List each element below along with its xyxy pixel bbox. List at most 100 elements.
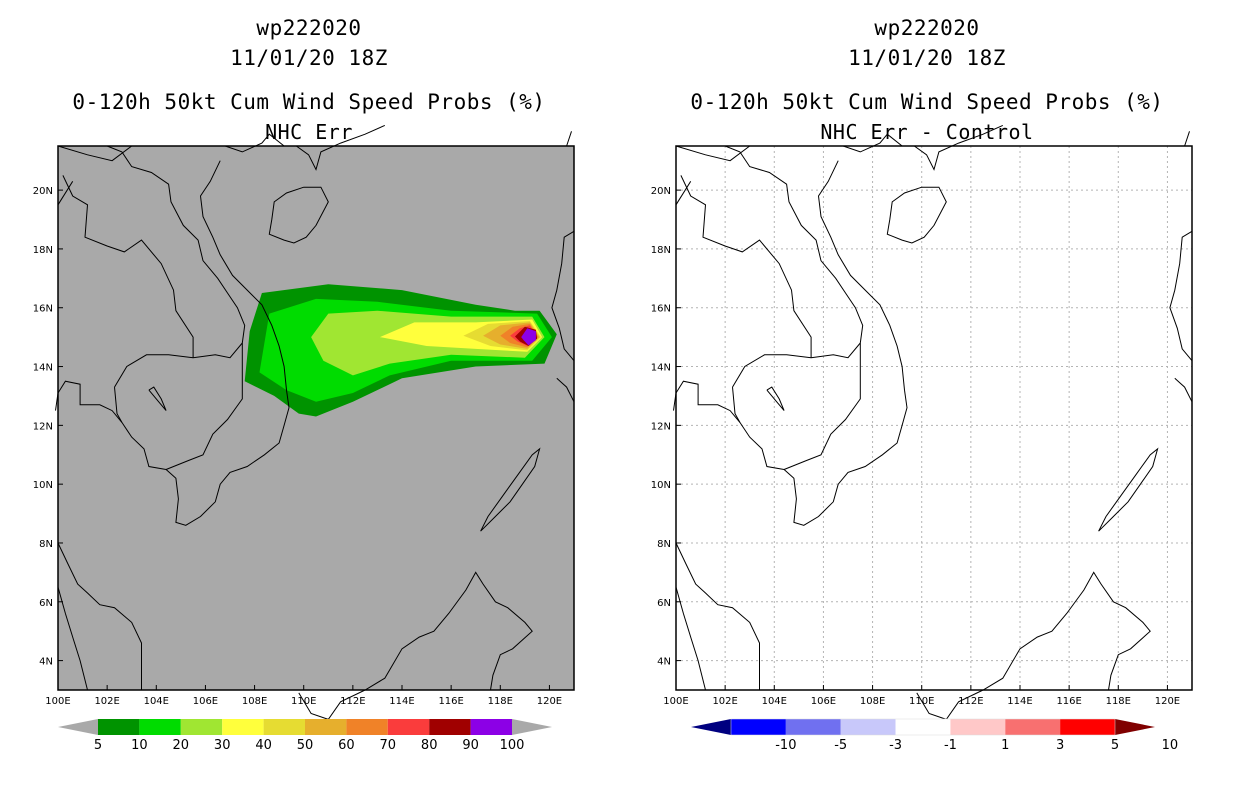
colorbar-label: 50 <box>297 738 314 753</box>
colorbar-label: 40 <box>255 738 272 753</box>
country-border <box>724 145 864 344</box>
colorbar-label: 10 <box>1162 738 1179 753</box>
x-tick-label: 108E <box>860 696 885 707</box>
x-tick-label: 120E <box>1155 696 1180 707</box>
colorbar-label: 30 <box>214 738 231 753</box>
colorbar-swatch <box>387 719 430 735</box>
coastline <box>551 230 575 362</box>
coastline <box>673 380 785 470</box>
colorbar-end-high <box>512 719 552 735</box>
colorbar-label: 20 <box>173 738 190 753</box>
coastline <box>556 377 575 403</box>
coastline <box>842 124 1004 171</box>
colorbar-swatch <box>950 719 1006 735</box>
coastline <box>57 145 132 162</box>
coastline <box>1184 131 1190 147</box>
colorbar-label: 80 <box>421 738 438 753</box>
colorbar-swatch <box>305 719 347 735</box>
coastline <box>1169 230 1193 362</box>
coastline <box>566 131 572 147</box>
country-border <box>675 181 692 206</box>
colorbar-label: -5 <box>834 738 847 753</box>
y-tick-label: 14N <box>651 363 671 374</box>
colorbar-label: 10 <box>131 738 148 753</box>
coastline <box>1174 377 1193 403</box>
x-tick-label: 110E <box>291 696 316 707</box>
colorbar-swatch <box>731 719 786 735</box>
x-tick-label: 118E <box>1106 696 1131 707</box>
coastline <box>1098 447 1159 532</box>
coastline <box>57 542 142 690</box>
x-tick-label: 116E <box>1056 696 1081 707</box>
y-tick-label: 12N <box>651 421 671 432</box>
x-tick-label: 116E <box>438 696 463 707</box>
coastline <box>268 186 329 244</box>
plot-title: 0-120h 50kt Cum Wind Speed Probs (%) <box>72 90 546 114</box>
datetime: 11/01/20 18Z <box>848 46 1006 70</box>
country-border <box>62 175 194 358</box>
plot-subtitle: NHC Err <box>265 120 353 144</box>
colorbar-end-low <box>691 719 731 735</box>
y-tick-label: 6N <box>657 598 671 609</box>
colorbar-label: 60 <box>338 738 355 753</box>
y-tick-label: 4N <box>657 657 671 668</box>
country-border <box>732 387 741 423</box>
x-tick-label: 102E <box>94 696 119 707</box>
country-border <box>106 145 246 344</box>
country-border <box>114 387 123 423</box>
y-tick-label: 14N <box>33 363 53 374</box>
colorbar-swatch <box>180 719 223 735</box>
panel-nhc-err-control: wp222020 11/01/20 18Z 0-120h 50kt Cum Wi… <box>618 0 1236 800</box>
map-frame <box>57 145 575 691</box>
coastline <box>55 380 167 470</box>
colorbar-swatch <box>1060 719 1115 735</box>
x-tick-label: 118E <box>488 696 513 707</box>
lake-outline <box>148 386 167 411</box>
y-tick-label: 8N <box>39 539 53 550</box>
x-tick-label: 112E <box>958 696 983 707</box>
x-tick-label: 104E <box>144 696 169 707</box>
coastline <box>916 571 1151 720</box>
y-tick-label: 18N <box>651 245 671 256</box>
country-border <box>783 343 861 470</box>
colorbar-label: 70 <box>380 738 397 753</box>
x-tick-label: 106E <box>193 696 218 707</box>
y-tick-label: 10N <box>33 480 53 491</box>
colorbar-label: -3 <box>889 738 902 753</box>
map-background <box>676 146 1192 690</box>
colorbar-label: 1 <box>1001 738 1009 753</box>
y-tick-label: 18N <box>33 245 53 256</box>
colorbar-swatch <box>139 719 181 735</box>
colorbar-swatch <box>470 719 512 735</box>
map-frame <box>675 145 1193 691</box>
colorbar-swatch <box>1005 719 1061 735</box>
colorbar-outline <box>730 718 1116 736</box>
coastline <box>480 447 541 532</box>
colorbar-swatch <box>840 719 896 735</box>
coastline <box>675 586 706 691</box>
colorbar-swatch <box>346 719 388 735</box>
colorbar-swatch <box>263 719 305 735</box>
colorbar-label: 100 <box>500 738 525 753</box>
coastline <box>224 124 386 171</box>
map-background <box>58 146 574 690</box>
y-tick-label: 20N <box>33 186 53 197</box>
panel-nhc-err: wp222020 11/01/20 18Z 0-120h 50kt Cum Wi… <box>33 16 575 753</box>
x-tick-label: 102E <box>712 696 737 707</box>
x-tick-label: 120E <box>537 696 562 707</box>
country-border <box>732 342 861 388</box>
country-border <box>57 181 74 206</box>
coastline <box>298 571 533 720</box>
x-tick-label: 108E <box>242 696 267 707</box>
storm-id: wp222020 <box>874 16 980 40</box>
plot-subtitle: NHC Err - Control <box>820 120 1034 144</box>
map-figure: 100E 102E 104E 106E 108E 110E 112E 114E 116E 118E… <box>651 124 1193 753</box>
colorbar-label: 5 <box>94 738 102 753</box>
colorbar-label: -10 <box>775 738 796 753</box>
y-tick-label: 16N <box>33 304 53 315</box>
colorbar-swatch <box>98 719 140 735</box>
x-tick-label: 100E <box>663 696 688 707</box>
y-tick-label: 20N <box>651 186 671 197</box>
x-tick-label: 110E <box>909 696 934 707</box>
coastline <box>886 186 947 244</box>
